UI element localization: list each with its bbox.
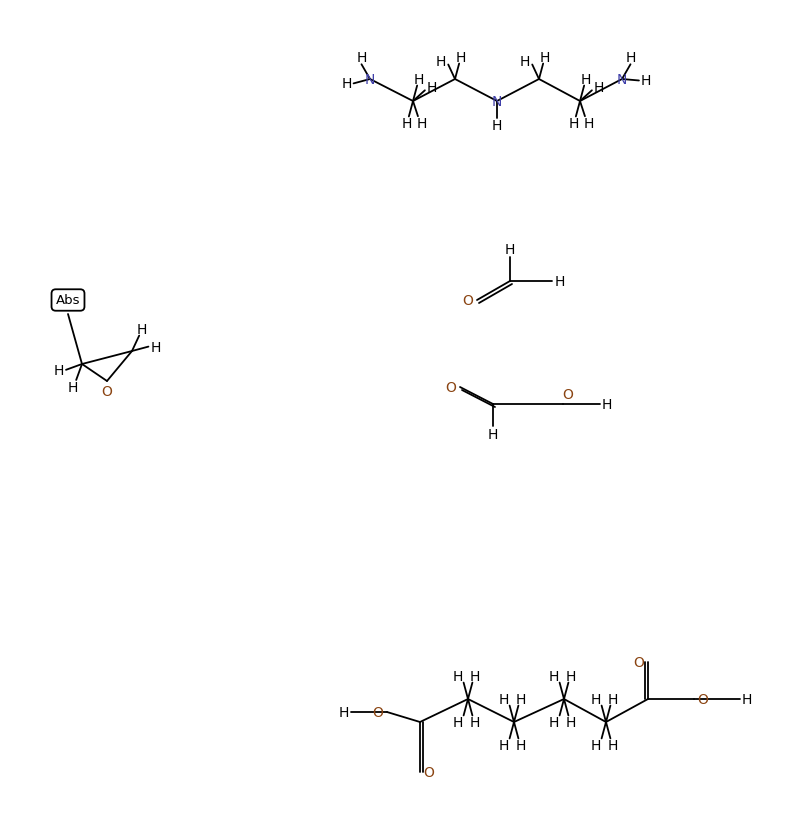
Text: H: H <box>549 669 559 683</box>
Text: H: H <box>566 669 576 683</box>
Text: H: H <box>742 692 752 706</box>
Text: O: O <box>445 381 457 395</box>
Text: H: H <box>401 117 412 131</box>
Text: H: H <box>566 716 576 730</box>
Text: H: H <box>626 52 636 66</box>
Text: H: H <box>590 692 601 706</box>
Text: O: O <box>462 294 473 308</box>
Text: H: H <box>414 72 425 87</box>
Text: H: H <box>417 117 427 131</box>
Text: H: H <box>68 381 78 395</box>
Text: H: H <box>520 56 530 70</box>
Text: H: H <box>453 669 463 683</box>
Text: O: O <box>372 705 384 719</box>
Text: N: N <box>617 73 627 87</box>
Text: O: O <box>562 387 574 401</box>
Text: H: H <box>549 716 559 730</box>
Text: Abs: Abs <box>56 294 80 307</box>
Text: H: H <box>515 739 525 753</box>
Text: H: H <box>498 739 509 753</box>
Text: H: H <box>602 397 612 411</box>
Text: H: H <box>581 72 591 87</box>
Text: H: H <box>356 52 367 66</box>
Text: H: H <box>555 274 566 288</box>
Text: O: O <box>698 692 708 706</box>
Text: H: H <box>54 364 64 378</box>
Text: H: H <box>498 692 509 706</box>
Text: O: O <box>424 765 434 779</box>
Text: H: H <box>641 75 651 88</box>
Text: O: O <box>634 655 645 669</box>
Text: H: H <box>488 428 498 441</box>
Text: H: H <box>584 117 594 131</box>
Text: H: H <box>607 692 618 706</box>
Text: H: H <box>594 81 604 95</box>
Text: H: H <box>515 692 525 706</box>
Text: H: H <box>505 242 515 256</box>
Text: H: H <box>469 669 480 683</box>
Text: H: H <box>137 322 147 336</box>
Text: H: H <box>427 81 437 95</box>
Text: H: H <box>341 77 352 91</box>
Text: H: H <box>492 119 502 133</box>
Text: H: H <box>339 705 349 719</box>
Text: H: H <box>453 716 463 730</box>
Text: H: H <box>590 739 601 753</box>
Text: H: H <box>469 716 480 730</box>
Text: O: O <box>102 385 112 399</box>
Text: H: H <box>151 340 161 354</box>
Text: H: H <box>436 56 446 70</box>
Text: H: H <box>569 117 579 131</box>
Text: N: N <box>364 73 375 87</box>
Text: H: H <box>607 739 618 753</box>
Text: N: N <box>492 95 502 109</box>
Text: H: H <box>540 51 550 65</box>
Text: H: H <box>456 51 466 65</box>
